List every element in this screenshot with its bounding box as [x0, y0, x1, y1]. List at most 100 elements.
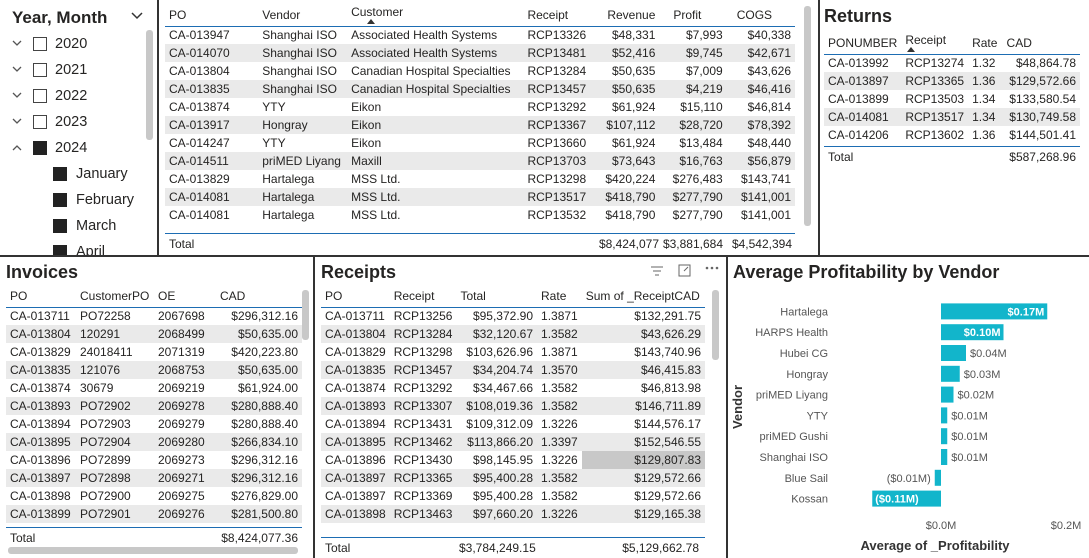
- checkbox[interactable]: [33, 63, 47, 77]
- checkbox[interactable]: [33, 37, 47, 51]
- table-row[interactable]: CA-014081 Hartalega MSS Ltd. RCP13532 $418,7…: [165, 206, 795, 224]
- table-row[interactable]: CA-013897 RCP13369 $95,400.28 1.3582 $129,57…: [321, 487, 705, 505]
- table-row[interactable]: CA-013804 120291 2068499 $50,635.00: [6, 325, 302, 343]
- more-options-icon[interactable]: [705, 266, 719, 270]
- col-header[interactable]: COGS: [736, 7, 773, 22]
- table-row[interactable]: CA-013835 RCP13457 $34,204.74 1.3570 $46,415…: [321, 361, 705, 379]
- invoices-hscrollbar[interactable]: [8, 547, 298, 554]
- checkbox[interactable]: [33, 141, 47, 155]
- table-row[interactable]: CA-013897 RCP13365 1.36 $129,572.66: [824, 72, 1080, 90]
- chevron-down-icon[interactable]: [10, 116, 24, 128]
- slicer-year-item[interactable]: 2024: [10, 137, 87, 159]
- table-row[interactable]: CA-013835 Shanghai ISO Canadian Hospital S…: [165, 80, 795, 98]
- table-row[interactable]: CA-013711 PO72258 2067698 $296,312.16: [6, 307, 302, 325]
- table-row[interactable]: CA-013829 RCP13298 $103,626.96 1.3871 $143,7…: [321, 343, 705, 361]
- col-header[interactable]: PONUMBER: [828, 35, 898, 50]
- bar[interactable]: [941, 428, 948, 445]
- slicer-month-item[interactable]: April: [53, 241, 105, 255]
- table-row[interactable]: CA-013835 121076 2068753 $50,635.00: [6, 361, 302, 379]
- col-header[interactable]: Rate: [972, 35, 998, 50]
- bar[interactable]: [941, 449, 948, 465]
- bar[interactable]: [934, 469, 941, 486]
- checkbox[interactable]: [33, 115, 47, 129]
- table-row[interactable]: CA-013893 RCP13307 $108,019.36 1.3582 $146,7…: [321, 397, 705, 415]
- bar[interactable]: [941, 345, 966, 361]
- bar[interactable]: [872, 490, 941, 507]
- col-header[interactable]: Receipt: [393, 288, 435, 303]
- table-row[interactable]: CA-014081 RCP13517 1.34 $130,749.58: [824, 108, 1080, 126]
- table-row[interactable]: CA-013896 PO72899 2069273 $296,312.16: [6, 451, 302, 469]
- table-row[interactable]: CA-014081 Hartalega MSS Ltd. RCP13517 $418,7…: [165, 188, 795, 206]
- slicer-month-item[interactable]: March: [53, 215, 116, 237]
- table-row[interactable]: CA-013896 RCP13430 $98,145.95 1.3226 $129,80…: [321, 451, 705, 469]
- checkbox[interactable]: [53, 167, 67, 181]
- col-header[interactable]: Total: [460, 288, 486, 303]
- chevron-up-icon[interactable]: [10, 142, 24, 154]
- chevron-down-icon[interactable]: [10, 64, 24, 76]
- table-row[interactable]: CA-013897 PO72898 2069271 $296,312.16: [6, 469, 302, 487]
- col-header[interactable]: CAD: [1006, 35, 1032, 50]
- chevron-down-icon[interactable]: [10, 90, 24, 102]
- col-header[interactable]: Customer: [347, 4, 523, 26]
- table-row[interactable]: CA-013894 PO72903 2069279 $280,888.40: [6, 415, 302, 433]
- receipts-scrollbar[interactable]: [712, 290, 719, 360]
- invoices-scrollbar[interactable]: [302, 290, 309, 340]
- table-row[interactable]: CA-013895 RCP13462 $113,866.20 1.3397 $152,5…: [321, 433, 705, 451]
- table-row[interactable]: CA-013899 PO72901 2069276 $281,500.80: [6, 505, 302, 523]
- col-header[interactable]: PO: [169, 7, 187, 22]
- table-row[interactable]: CA-014247 YTY Eikon RCP13660 $61,924 $13,484 $…: [165, 134, 795, 152]
- col-header[interactable]: Receipt: [527, 7, 569, 22]
- col-header[interactable]: CustomerPO: [80, 288, 150, 303]
- checkbox[interactable]: [53, 245, 67, 255]
- col-header[interactable]: Rate: [541, 288, 567, 303]
- slicer-year-item[interactable]: 2022: [10, 85, 87, 107]
- col-header[interactable]: OE: [158, 288, 176, 303]
- table-row[interactable]: CA-013874 RCP13292 $34,467.66 1.3582 $46,813…: [321, 379, 705, 397]
- chevron-down-icon[interactable]: [10, 38, 24, 50]
- col-header[interactable]: CAD: [220, 288, 246, 303]
- chevron-down-icon[interactable]: [131, 12, 143, 20]
- checkbox[interactable]: [53, 193, 67, 207]
- table-row[interactable]: CA-013804 RCP13284 $32,120.67 1.3582 $43,626…: [321, 325, 705, 343]
- col-header[interactable]: Profit: [673, 7, 702, 22]
- table-row[interactable]: CA-013899 RCP13503 1.34 $133,580.54: [824, 90, 1080, 108]
- table-row[interactable]: CA-013894 RCP13431 $109,312.09 1.3226 $144,5…: [321, 415, 705, 433]
- table-row[interactable]: CA-014070 Shanghai ISO Associated Health S…: [165, 44, 795, 62]
- table-row[interactable]: CA-013898 RCP13463 $97,660.20 1.3226 $129,16…: [321, 505, 705, 523]
- table-row[interactable]: CA-013711 RCP13256 $95,372.90 1.3871 $132,29…: [321, 307, 705, 325]
- filter-icon[interactable]: [650, 265, 664, 277]
- table-row[interactable]: CA-013874 30679 2069219 $61,924.00: [6, 379, 302, 397]
- table-row[interactable]: CA-013874 YTY Eikon RCP13292 $61,924 $15,110 $…: [165, 98, 795, 116]
- slicer-year-item[interactable]: 2021: [10, 59, 87, 81]
- checkbox[interactable]: [33, 89, 47, 103]
- slicer-year-item[interactable]: 2023: [10, 111, 87, 133]
- table-row[interactable]: CA-013992 RCP13274 1.32 $48,864.78: [824, 54, 1080, 72]
- table-row[interactable]: CA-014206 RCP13602 1.36 $144,501.41: [824, 126, 1080, 144]
- col-header[interactable]: PO: [10, 288, 28, 303]
- col-header[interactable]: Revenue: [607, 7, 656, 22]
- table-row[interactable]: CA-013895 PO72904 2069280 $266,834.10: [6, 433, 302, 451]
- slicer-scrollbar[interactable]: [146, 30, 153, 140]
- bar[interactable]: [941, 407, 948, 424]
- table-row[interactable]: CA-013917 Hongray Eikon RCP13367 $107,112 $28…: [165, 116, 795, 134]
- col-header[interactable]: Sum of _ReceiptCAD: [585, 288, 700, 303]
- table-row[interactable]: CA-013829 Hartalega MSS Ltd. RCP13298 $420,2…: [165, 170, 795, 188]
- slicer-month-item[interactable]: January: [53, 163, 128, 185]
- col-header[interactable]: PO: [325, 288, 343, 303]
- table-row[interactable]: CA-013947 Shanghai ISO Associated Health S…: [165, 26, 795, 44]
- table-row[interactable]: CA-013897 RCP13365 $95,400.28 1.3582 $129,57…: [321, 469, 705, 487]
- slicer-month-item[interactable]: February: [53, 189, 134, 211]
- bar[interactable]: [941, 386, 954, 403]
- slicer-year-item[interactable]: 2020: [10, 33, 87, 55]
- table-row[interactable]: CA-013829 24018411 2071319 $420,223.80: [6, 343, 302, 361]
- table-row[interactable]: CA-013893 PO72902 2069278 $280,888.40: [6, 397, 302, 415]
- bar[interactable]: [941, 324, 1004, 341]
- bar[interactable]: [941, 303, 1048, 320]
- po-table-scrollbar[interactable]: [804, 6, 811, 226]
- focus-mode-icon[interactable]: [678, 264, 691, 277]
- checkbox[interactable]: [53, 219, 67, 233]
- table-row[interactable]: CA-014511 priMED Liyang Maxill RCP13703 $73,…: [165, 152, 795, 170]
- bar[interactable]: [941, 365, 960, 382]
- table-row[interactable]: CA-013804 Shanghai ISO Canadian Hospital S…: [165, 62, 795, 80]
- col-header[interactable]: Vendor: [262, 7, 301, 22]
